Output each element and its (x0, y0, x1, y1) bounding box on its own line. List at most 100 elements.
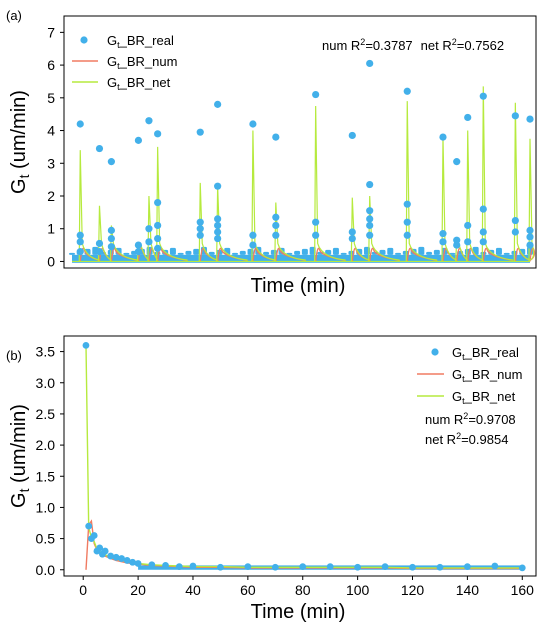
legend-a-num-label: Gt_BR_num (107, 54, 177, 71)
panel-a-real-baseline-bump (169, 247, 176, 255)
panel-a-real-point (249, 241, 257, 249)
panel-a-real-point (95, 239, 104, 248)
panel-b-x-tick-label: 20 (130, 582, 146, 598)
panel-a-legend: Gt_BR_real Gt_BR_num Gt_BR_net (72, 33, 177, 92)
panel-b-real-point (354, 563, 362, 571)
panel-a-real-baseline-bump (294, 250, 301, 255)
panel-a-real-baseline-bump (123, 252, 130, 255)
panel-b-real-point (409, 563, 416, 571)
panel-b-real-point (244, 563, 252, 571)
panel-a-real-point (76, 248, 84, 256)
panel-b-x-tick-label: 80 (295, 582, 311, 598)
panel-a-real-point (479, 205, 487, 213)
panel-a-real-peak-point (134, 136, 143, 144)
panel-b-x-tick-label: 140 (456, 582, 480, 598)
panel-b-y-tick-label: 1.0 (36, 499, 56, 515)
panel-a-real-peak-point (403, 87, 411, 95)
panel-a-frame (63, 15, 537, 269)
legend-b-num-label: Gt_BR_num (452, 367, 522, 384)
panel-a-real-peak-point (464, 113, 472, 122)
panel-a-series-net (78, 86, 535, 262)
legend-b-real-marker (431, 348, 439, 356)
panel-a-real-point (134, 241, 143, 249)
panel-b-real-point (189, 562, 197, 570)
panel-a-real-point (312, 218, 320, 226)
panel-a-real-peak-point (76, 120, 84, 128)
panel-b-real-point (85, 522, 93, 530)
panel-b-plot-area (82, 341, 526, 572)
panel-b-real-point (271, 563, 279, 571)
panel-a-real-point (196, 225, 204, 233)
panel-b-y-axis: 0.0 0.5 1.0 1.5 2.0 2.5 3.0 3.5 (36, 344, 64, 578)
panel-b-label: (b) (6, 348, 22, 363)
panel-a-real-point (154, 198, 162, 207)
panel-a-y-axis-label: Gt (um/min) (8, 90, 32, 194)
panel-a-y-tick-label: 7 (47, 24, 55, 40)
panel-a-real-point (511, 216, 519, 225)
panel-a-y-tick-label: 2 (47, 188, 55, 204)
panel-b-y-tick-label: 3.5 (36, 344, 56, 360)
panel-b-real-point (101, 547, 109, 555)
panel-b-y-tick-label: 2.5 (36, 406, 56, 422)
panel-a-real-point (403, 231, 411, 239)
panel-a-real-baseline-bump (449, 252, 456, 255)
panel-a-real-baseline-bump (480, 251, 487, 255)
panel-b-x-tick-label: 0 (79, 582, 87, 598)
panel-b-real-point (90, 532, 98, 539)
panel-a-real-baseline-bump (232, 252, 239, 255)
panel-a-real-peak-point (511, 112, 519, 120)
panel-a-real-baseline-bump (301, 248, 308, 255)
panel-a-real-peak-point (107, 158, 115, 166)
panel-a-real-point (526, 233, 534, 241)
panel-a-real-point (134, 248, 143, 256)
panel-a-real-point (107, 234, 115, 243)
panel-a-real-baseline-bump (69, 252, 75, 255)
panel-a-real-point (214, 221, 222, 230)
panel-a-real-baseline-bump (208, 251, 215, 255)
panel-b-real-point (491, 562, 499, 570)
panel-a-real-point (272, 221, 280, 230)
panel-a-real-point (145, 225, 153, 233)
panel-a-real-peak-point (312, 90, 320, 99)
panel-b-real-point (112, 553, 120, 561)
panel-b-y-tick-label: 3.0 (36, 375, 56, 391)
panel-a-real-baseline-bump (433, 249, 440, 255)
panel-a-real-peak-point (249, 120, 257, 128)
panel-a-real-point (439, 230, 447, 238)
panel-a-real-point (214, 234, 222, 243)
panel-a-real-peak-point (145, 117, 153, 125)
legend-a-real-marker (80, 36, 88, 44)
panel-a-real-point (464, 221, 472, 230)
panel-a-real-baseline-bump (503, 252, 510, 255)
panel-a-real-point (154, 221, 162, 230)
panel-b-real-point (129, 558, 137, 566)
panel-a-real-point (403, 218, 411, 226)
panel-a-real-baseline-bump (177, 252, 184, 255)
panel-b-x-tick-label: 60 (240, 582, 256, 598)
panel-a-real-point (154, 234, 162, 243)
panel-a-real-point (214, 215, 222, 223)
panel-a-real-point (348, 228, 356, 236)
panel-b-net-r2: net R2=0.9854 (425, 431, 508, 447)
panel-a-real-baseline-bump (270, 249, 277, 255)
panel-a-real-point (76, 231, 84, 239)
panel-a-real-point (439, 238, 447, 246)
panel-b-frame (63, 335, 537, 577)
panel-b-x-tick-label: 160 (511, 582, 535, 598)
panel-a-y-tick-label: 0 (47, 253, 55, 269)
panel-b-real-point (162, 562, 169, 569)
panel-b-real-point (518, 564, 526, 572)
panel-a-real-point (107, 226, 115, 234)
legend-a-net-label: Gt_BR_net (107, 75, 171, 92)
panel-b-real-point (82, 341, 90, 349)
panel-b-real-point (463, 563, 471, 571)
panel-b-real-point (118, 555, 126, 562)
panel-a-y-tick-label: 3 (47, 155, 55, 171)
panel-a-real-point (526, 226, 534, 234)
panel-a-real-peak-point (348, 131, 356, 140)
panel-a-real-point (214, 228, 222, 236)
panel-b-real-point (326, 563, 334, 571)
panel-a-real-point (366, 215, 374, 223)
panel-a-plot-area (69, 59, 536, 263)
